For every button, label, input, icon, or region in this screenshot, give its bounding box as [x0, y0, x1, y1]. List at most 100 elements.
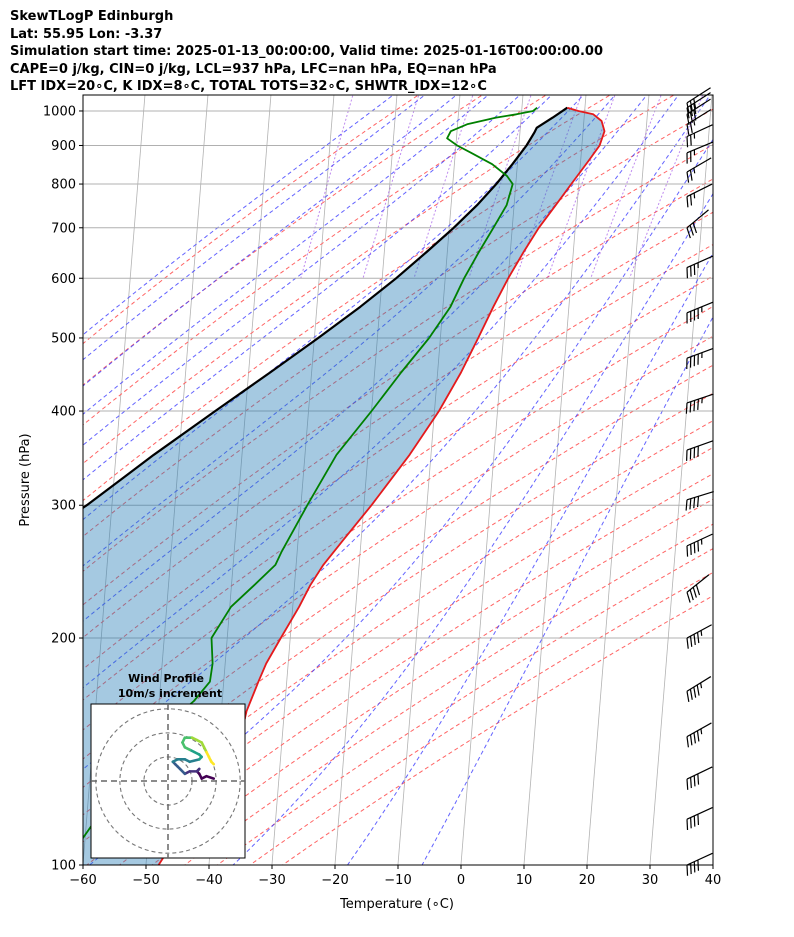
dewpoint-profile-line [83, 107, 538, 840]
hodograph-trace-segment [210, 760, 216, 766]
dry-adiabat-line [83, 95, 420, 345]
y-tick-label: 500 [51, 331, 76, 346]
wind-barb-flag [686, 779, 689, 790]
wind-barb-shaft [686, 491, 714, 501]
parcel-profile-line [83, 106, 568, 510]
wind-barb-shaft [686, 766, 713, 780]
hodograph-trace-segment [188, 758, 201, 764]
wind-barb [686, 301, 714, 324]
wind-barb-flag [686, 819, 689, 831]
wind-barb-shaft [686, 722, 712, 738]
dry-adiabat-line [83, 211, 713, 639]
wind-barb-flag [689, 734, 693, 746]
wind-barb-shaft [686, 255, 713, 269]
wind-barb-half-flag [700, 682, 703, 689]
x-tick-label: 40 [705, 873, 722, 888]
wind-barb-flag [697, 814, 700, 826]
sounding-traces [83, 106, 606, 865]
isotherm-line [712, 859, 713, 865]
mixing-ratio-line [413, 95, 474, 279]
wind-barb-flag [697, 773, 700, 785]
cin-cape-shaded-area [83, 107, 605, 865]
wind-barb-flag [686, 102, 690, 114]
chart-title-line-3: Simulation start time: 2025-01-13_00:00:… [10, 44, 603, 60]
wind-barb [686, 574, 710, 603]
wind-barb-shaft [686, 807, 713, 820]
dry-adiabat-line [83, 392, 713, 816]
isotherm-line [0, 92, 19, 882]
chart-title-block: SkewTLogP Edinburgh Lat: 55.95 Lon: -3.3… [10, 8, 603, 96]
wind-barb-flag [690, 544, 692, 555]
wind-barb-flag [693, 732, 696, 744]
wind-barb-flag [686, 637, 689, 649]
moist-adiabat-line [232, 192, 713, 865]
x-tick-label: 20 [579, 873, 596, 888]
x-tick-label: 30 [642, 873, 659, 888]
wind-barb-shaft [686, 183, 713, 198]
dry-adiabat-line [83, 178, 713, 606]
wind-barb [686, 807, 713, 831]
isotherm-line [460, 95, 524, 865]
wind-barb-flag [692, 222, 698, 234]
wind-barb-flag [686, 136, 689, 148]
x-tick-label: −50 [132, 873, 159, 888]
y-tick-label: 800 [51, 178, 76, 193]
dry-adiabat-line [151, 498, 713, 865]
wind-barb-shaft [686, 209, 709, 229]
isotherm-line [649, 95, 713, 865]
x-tick-label: −40 [195, 873, 222, 888]
wind-barb-half-flag [700, 728, 703, 735]
wind-barb-half-flag [693, 167, 696, 174]
wind-barb-flag [690, 777, 692, 789]
wind-barb-flag [689, 589, 694, 601]
wind-barb-flag [693, 98, 697, 110]
wind-barb [686, 124, 713, 148]
wind-barb [686, 183, 713, 208]
wind-barb-flag [685, 402, 688, 414]
mixing-ratio-line [547, 95, 616, 279]
wind-barb-flag [690, 817, 692, 829]
dry-adiabat-line [83, 364, 713, 788]
wind-barb-flag [689, 636, 693, 647]
wind-barb [685, 393, 714, 414]
wind-barb-flag [686, 196, 689, 208]
wind-barb-flag [693, 775, 696, 787]
wind-barb-shaft [686, 852, 713, 866]
wind-barb-flag [689, 100, 693, 112]
wind-barb [686, 209, 709, 239]
wind-barb-flag [693, 686, 697, 698]
wind-barb-flag [690, 134, 692, 146]
wind-barb-flag [696, 730, 700, 742]
wind-barb-shaft [686, 347, 714, 359]
dry-adiabat-line [83, 305, 713, 731]
wind-barb-flag [697, 540, 700, 552]
wind-barb-flag [686, 864, 689, 876]
wind-barb-flag [689, 689, 693, 700]
dry-adiabat-line [83, 275, 713, 701]
wind-barb-flag [697, 399, 699, 410]
wind-barb [686, 722, 712, 748]
wind-barb-flag [686, 171, 690, 183]
wind-barb-flag [693, 861, 696, 873]
wind-barb-shaft [686, 624, 712, 639]
hodograph-title: Wind Profile [128, 672, 204, 685]
y-tick-label: 200 [51, 632, 76, 647]
mixing-ratio-line [362, 95, 420, 279]
wind-barb [685, 491, 714, 511]
wind-barb-flag [685, 499, 688, 511]
x-tick-label: 0 [457, 873, 465, 888]
wind-barb [686, 533, 713, 557]
isotherm-line [775, 92, 794, 882]
mixing-ratio-line [468, 95, 532, 279]
dry-adiabat-line [83, 244, 713, 670]
wind-barb-flag [689, 401, 692, 413]
wind-barb-flag [686, 545, 689, 557]
wind-barb [686, 766, 713, 790]
wind-barb-flag [689, 122, 693, 133]
wind-barb-flag [689, 194, 693, 206]
wind-barb-flag [689, 225, 694, 236]
isotherm-line [397, 95, 461, 865]
temperature-profile-line [157, 106, 606, 865]
wind-barb-shaft [686, 157, 712, 173]
